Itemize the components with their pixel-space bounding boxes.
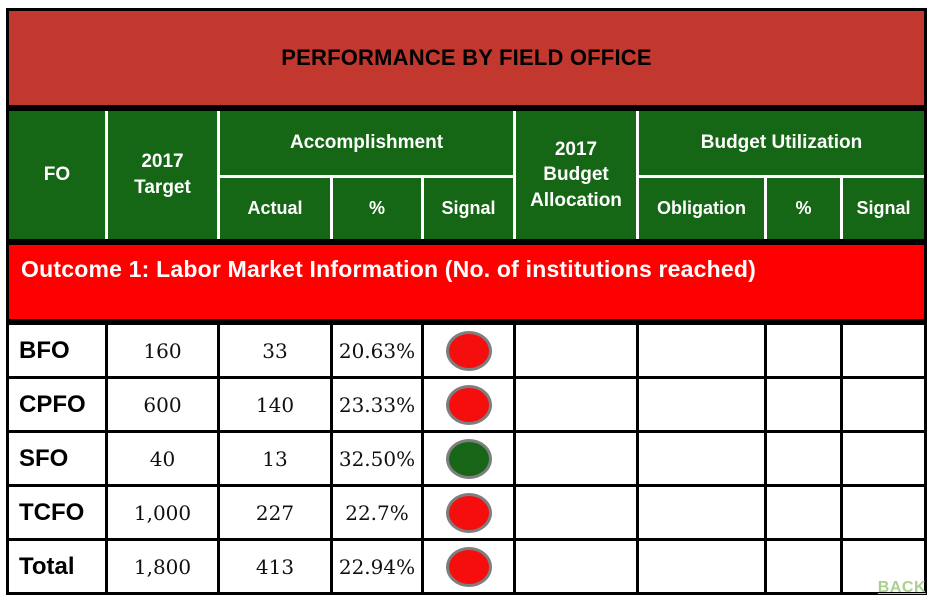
cell-utilization-percent — [767, 433, 840, 484]
cell-target: 600 — [108, 379, 217, 430]
cell-utilization-signal — [843, 433, 924, 484]
col-header-accomplishment: Accomplishment — [220, 111, 513, 175]
cell-obligation — [639, 325, 764, 376]
col-header-budget-utilization: Budget Utilization — [639, 111, 924, 175]
cell-utilization-signal — [843, 379, 924, 430]
cell-budget-allocation — [516, 487, 636, 538]
col-header-2017-target: 2017 Target — [108, 111, 217, 239]
cell-fo: BFO — [9, 325, 105, 376]
col-header-accomplishment-signal: Signal — [424, 178, 513, 239]
cell-fo: Total — [9, 541, 105, 592]
cell-target: 1,800 — [108, 541, 217, 592]
cell-actual: 140 — [220, 379, 330, 430]
cell-budget-allocation — [516, 325, 636, 376]
cell-percent: 32.50% — [333, 433, 421, 484]
cell-budget-allocation — [516, 541, 636, 592]
cell-utilization-signal — [843, 541, 924, 592]
cell-obligation — [639, 541, 764, 592]
cell-utilization-signal — [843, 487, 924, 538]
cell-signal — [424, 541, 513, 592]
cell-signal — [424, 487, 513, 538]
cell-fo: SFO — [9, 433, 105, 484]
cell-utilization-percent — [767, 325, 840, 376]
title-banner: PERFORMANCE BY FIELD OFFICE — [6, 8, 927, 108]
cell-actual: 13 — [220, 433, 330, 484]
cell-fo: TCFO — [9, 487, 105, 538]
cell-utilization-percent — [767, 487, 840, 538]
col-header-obligation: Obligation — [639, 178, 764, 239]
signal-icon — [445, 546, 492, 587]
cell-actual: 227 — [220, 487, 330, 538]
cell-fo: CPFO — [9, 379, 105, 430]
cell-obligation — [639, 379, 764, 430]
outcome-title: Outcome 1: Labor Market Information (No.… — [21, 256, 756, 282]
cell-signal — [424, 379, 513, 430]
cell-percent: 20.63% — [333, 325, 421, 376]
cell-target: 40 — [108, 433, 217, 484]
data-table: BFO 160 33 20.63% CPFO 600 140 23.33% SF… — [6, 322, 927, 595]
cell-utilization-percent — [767, 541, 840, 592]
cell-percent: 22.94% — [333, 541, 421, 592]
page-title: PERFORMANCE BY FIELD OFFICE — [281, 45, 652, 70]
cell-actual: 413 — [220, 541, 330, 592]
col-header-fo: FO — [9, 111, 105, 239]
col-header-actual: Actual — [220, 178, 330, 239]
cell-obligation — [639, 487, 764, 538]
col-header-utilization-percent: % — [767, 178, 840, 239]
cell-budget-allocation — [516, 433, 636, 484]
cell-utilization-percent — [767, 379, 840, 430]
cell-percent: 22.7% — [333, 487, 421, 538]
cell-signal — [424, 325, 513, 376]
signal-icon — [445, 384, 492, 425]
cell-target: 1,000 — [108, 487, 217, 538]
signal-icon — [445, 492, 492, 533]
cell-utilization-signal — [843, 325, 924, 376]
cell-budget-allocation — [516, 379, 636, 430]
col-header-utilization-signal: Signal — [843, 178, 924, 239]
col-header-2017-budget-allocation: 2017 Budget Allocation — [516, 111, 636, 239]
signal-icon — [445, 438, 492, 479]
cell-percent: 23.33% — [333, 379, 421, 430]
cell-signal — [424, 433, 513, 484]
col-header-accomplishment-percent: % — [333, 178, 421, 239]
cell-target: 160 — [108, 325, 217, 376]
cell-obligation — [639, 433, 764, 484]
table-header: FO 2017 Target Accomplishment 2017 Budge… — [6, 108, 927, 242]
back-link[interactable]: BACK — [877, 579, 926, 596]
outcome-band: Outcome 1: Labor Market Information (No.… — [6, 242, 927, 322]
cell-actual: 33 — [220, 325, 330, 376]
signal-icon — [445, 330, 492, 371]
